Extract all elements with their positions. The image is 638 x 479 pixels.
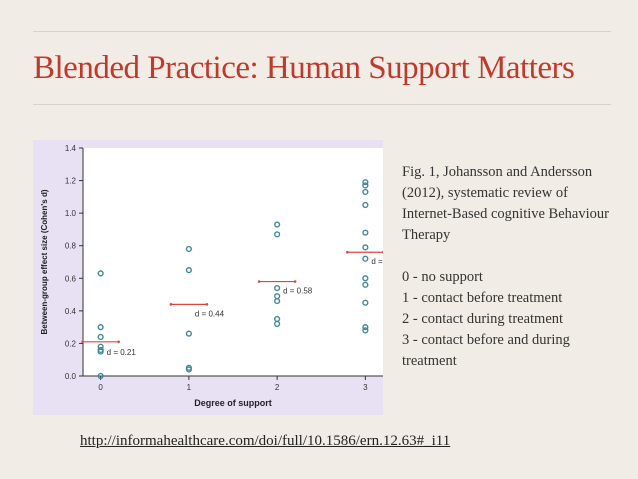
x-tick-label: 0 (98, 383, 103, 392)
data-point (185, 366, 192, 373)
source-link[interactable]: http://informahealthcare.com/doi/full/10… (80, 433, 451, 449)
y-axis-label: Between-group effect size (Cohen's d) (40, 189, 49, 334)
data-point (274, 297, 281, 305)
legend-item-3: 3 - contact before and during treatment (402, 332, 570, 369)
figure-panel: 0.0 0.2 0.4 0.6 0.8 1.0 1.2 1.4 0 1 2 3 d = 0.21 d … (33, 140, 383, 415)
y-tick-label: 1.2 (65, 177, 77, 186)
data-point (185, 267, 192, 274)
data-point (97, 270, 104, 277)
legend-item-2: 2 - contact during treatment (402, 311, 564, 327)
x-axis-label: Degree of support (194, 398, 272, 408)
slide-title: Blended Practice: Human Support Matters (33, 50, 575, 86)
data-point (185, 330, 192, 337)
data-point (362, 324, 369, 331)
mean-line-cap (293, 280, 297, 283)
legend-item-1: 1 - contact before treatment (402, 290, 563, 306)
x-tick-label: 1 (187, 383, 192, 392)
y-tick-label: 1.4 (65, 144, 77, 153)
data-point (97, 324, 104, 331)
top-rule (33, 31, 611, 32)
data-point (362, 327, 369, 334)
data-point (362, 299, 369, 306)
data-point (274, 221, 281, 228)
mean-line-cap (346, 250, 349, 254)
data-point (362, 281, 369, 288)
data-point (274, 284, 281, 292)
data-point (362, 179, 369, 186)
data-point (97, 348, 104, 355)
mean-line-cap (382, 250, 383, 254)
mean-line-cap (117, 340, 120, 344)
plot-area (83, 148, 383, 376)
data-point (274, 320, 281, 327)
mean-line-cap (169, 303, 173, 306)
figure-caption-block: Fig. 1, Johansson and Andersson (2012), … (402, 162, 612, 372)
data-point (185, 245, 192, 253)
effect-size-label-2: d = 0.58 (283, 287, 313, 296)
effect-size-label-3: d = 0.76 (371, 257, 383, 266)
data-point (362, 244, 369, 251)
y-tick-label: 0.8 (65, 242, 77, 251)
data-point (274, 231, 281, 238)
data-point (362, 182, 369, 189)
legend-item-0: 0 - no support (402, 269, 483, 285)
title-rule (33, 104, 611, 105)
effect-size-label-0: d = 0.21 (107, 348, 137, 357)
data-point (97, 372, 104, 380)
data-point (362, 188, 369, 196)
data-point (362, 201, 369, 209)
y-tick-label: 0.2 (65, 339, 77, 348)
data-point (362, 275, 369, 282)
support-legend: 0 - no support 1 - contact before treatm… (402, 267, 612, 372)
data-point (97, 333, 104, 341)
y-tick-label: 0.4 (65, 307, 77, 316)
mean-line-cap (205, 303, 209, 306)
x-tick-label: 3 (363, 383, 368, 392)
data-point (362, 255, 369, 262)
mean-line-cap (81, 340, 84, 344)
y-tick-label: 1.0 (65, 209, 77, 218)
figure-caption: Fig. 1, Johansson and Andersson (2012), … (402, 164, 609, 243)
data-point (362, 229, 369, 236)
effect-size-label-1: d = 0.44 (195, 309, 225, 318)
y-tick-label: 0.6 (65, 274, 77, 283)
mean-line-cap (257, 280, 261, 283)
effect-size-scatter-chart: 0.0 0.2 0.4 0.6 0.8 1.0 1.2 1.4 0 1 2 3 d = 0.21 d … (33, 140, 383, 415)
x-tick-label: 2 (275, 383, 280, 392)
y-tick-label: 0.0 (65, 372, 77, 381)
